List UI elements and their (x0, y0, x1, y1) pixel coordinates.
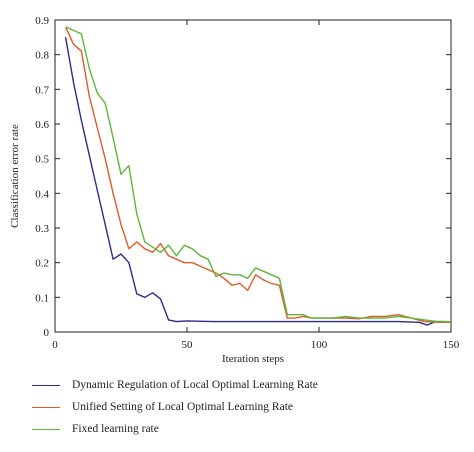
x-axis-title: Iteration steps (222, 353, 284, 365)
x-tick-label: 100 (311, 339, 328, 351)
legend-item-dynamic: Dynamic Regulation of Local Optimal Lear… (28, 374, 318, 396)
legend-label-unified: Unified Setting of Local Optimal Learnin… (72, 401, 293, 413)
legend: Dynamic Regulation of Local Optimal Lear… (28, 374, 318, 440)
series-line-0 (64, 37, 446, 326)
y-tick-label: 0.3 (35, 223, 49, 235)
legend-swatch-unified (32, 406, 60, 408)
legend-label-fixed: Fixed learning rate (72, 423, 159, 435)
y-axis-title: Classification error rate (9, 124, 21, 228)
y-tick-label: 0.8 (35, 50, 49, 62)
axis-ticks: 0 50 100 150 0 0.1 0.2 0.3 0.4 0.5 0.6 0.7 0.8 0.9 (35, 15, 460, 351)
series-line-2 (65, 26, 451, 323)
x-tick-label: 0 (52, 339, 58, 351)
y-tick-label: 0.2 (35, 258, 49, 270)
legend-swatch-fixed (32, 428, 60, 430)
y-tick-label: 0.1 (35, 292, 49, 304)
legend-item-fixed: Fixed learning rate (28, 418, 318, 440)
x-tick-label: 150 (443, 339, 460, 351)
series-line-1 (64, 26, 451, 323)
y-tick-label: 0 (44, 327, 50, 339)
y-tick-label: 0.6 (35, 119, 49, 131)
legend-item-unified: Unified Setting of Local Optimal Learnin… (28, 396, 318, 418)
legend-label-dynamic: Dynamic Regulation of Local Optimal Lear… (72, 379, 318, 391)
legend-swatch-dynamic (32, 384, 60, 386)
y-tick-label: 0.9 (35, 15, 49, 27)
y-tick-label: 0.7 (35, 84, 49, 96)
y-tick-label: 0.4 (35, 188, 49, 200)
plot-area (54, 19, 452, 333)
series-lines (64, 26, 451, 326)
line-chart: 0 50 100 150 0 0.1 0.2 0.3 0.4 0.5 0.6 0.7 0.8 0.9 It… (9, 15, 460, 365)
x-tick-label: 50 (182, 339, 194, 351)
y-tick-label: 0.5 (35, 154, 49, 166)
